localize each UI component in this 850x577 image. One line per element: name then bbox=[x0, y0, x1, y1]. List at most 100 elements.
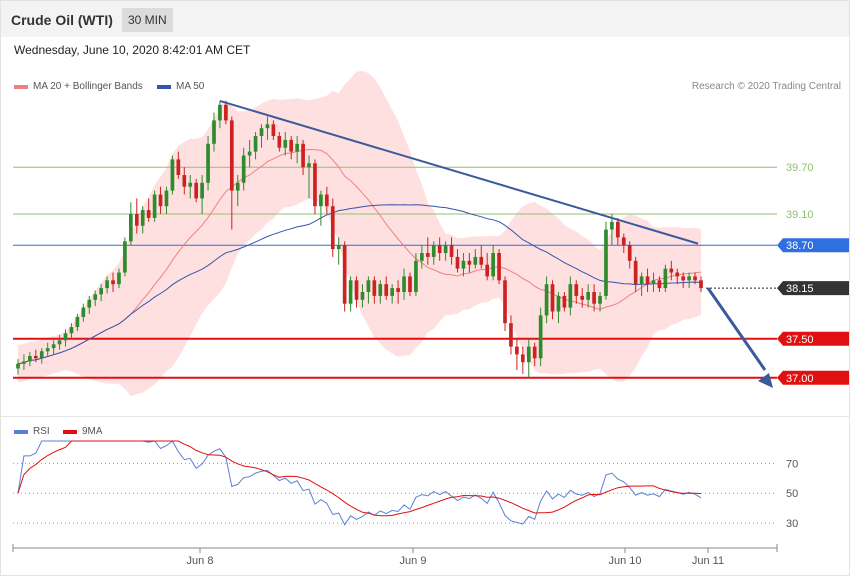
candle bbox=[645, 268, 650, 292]
candle bbox=[402, 268, 406, 300]
candle-body bbox=[592, 292, 596, 304]
candle-body bbox=[568, 284, 573, 308]
candle-body bbox=[425, 253, 430, 257]
rsi-swatch bbox=[14, 429, 28, 434]
candle-body bbox=[330, 206, 335, 250]
candle bbox=[324, 186, 329, 214]
candle bbox=[562, 292, 567, 312]
candle-body bbox=[491, 253, 495, 277]
candle-body bbox=[16, 363, 20, 369]
candle-body bbox=[51, 344, 56, 349]
candle-body bbox=[146, 210, 151, 218]
candle bbox=[366, 276, 371, 304]
candle-body bbox=[360, 292, 365, 300]
timeframe-button[interactable]: 30 MIN bbox=[122, 8, 173, 32]
forecast-arrow-line bbox=[706, 287, 767, 371]
rsi-level-label: 30 bbox=[786, 518, 798, 530]
candle-body bbox=[556, 295, 561, 312]
candle-body bbox=[396, 288, 400, 292]
legend-9ma: 9MA bbox=[63, 426, 103, 437]
resistance-trendline bbox=[219, 99, 699, 245]
candle-body bbox=[105, 280, 109, 289]
candle-body bbox=[586, 292, 590, 300]
candle bbox=[200, 175, 204, 214]
candle bbox=[580, 288, 585, 308]
candle-body bbox=[681, 276, 686, 281]
candle bbox=[693, 272, 697, 285]
rsi-9ma-line bbox=[17, 440, 702, 517]
candle bbox=[39, 348, 44, 364]
ma20-label: MA 20 + Bollinger Bands bbox=[33, 81, 143, 92]
candle-body bbox=[22, 361, 26, 364]
rsi-line bbox=[17, 440, 702, 526]
candle-body bbox=[550, 284, 555, 312]
candle bbox=[336, 237, 341, 265]
candle-body bbox=[509, 323, 513, 347]
price-level-label: 39.70 bbox=[786, 162, 814, 174]
candle bbox=[170, 155, 175, 195]
x-tick-label: Jun 11 bbox=[692, 555, 724, 567]
candle bbox=[271, 120, 276, 140]
candle bbox=[657, 276, 662, 292]
candle bbox=[372, 276, 377, 304]
candle bbox=[176, 151, 181, 179]
candle-body bbox=[57, 340, 62, 345]
9ma-swatch bbox=[63, 429, 77, 434]
candle-body bbox=[633, 260, 638, 285]
candle-body bbox=[390, 288, 395, 296]
ma50-swatch bbox=[157, 84, 171, 89]
price-level-label: 38.70 bbox=[786, 240, 814, 252]
candle-body bbox=[63, 333, 68, 341]
candle bbox=[235, 175, 240, 207]
candle-body bbox=[224, 104, 228, 121]
candle-body bbox=[164, 190, 169, 207]
candle-body bbox=[461, 260, 466, 269]
candle bbox=[568, 276, 573, 316]
candle-body bbox=[657, 280, 662, 289]
candle bbox=[277, 132, 282, 152]
price-level-label: 37.50 bbox=[786, 334, 814, 346]
candle-body bbox=[170, 159, 175, 191]
candle bbox=[206, 136, 210, 191]
candle bbox=[182, 167, 187, 195]
candle bbox=[75, 313, 80, 331]
candle-body bbox=[283, 139, 288, 148]
candle bbox=[461, 253, 466, 277]
candle-body bbox=[532, 346, 537, 359]
candle bbox=[663, 264, 668, 292]
candle bbox=[224, 100, 228, 125]
candle-body bbox=[526, 346, 531, 363]
x-tick-label: Jun 10 bbox=[608, 555, 641, 567]
candle-body bbox=[277, 136, 282, 148]
candle-body bbox=[621, 237, 626, 246]
candle-body bbox=[194, 182, 199, 199]
candle bbox=[105, 276, 109, 294]
candle-body bbox=[259, 128, 264, 136]
candle bbox=[129, 202, 133, 246]
candle-body bbox=[313, 163, 317, 207]
candle-body bbox=[580, 295, 585, 300]
candle bbox=[22, 354, 26, 370]
candle bbox=[586, 284, 590, 308]
candle bbox=[140, 206, 145, 234]
candle-body bbox=[497, 253, 501, 281]
candle-body bbox=[182, 175, 187, 187]
candle bbox=[111, 272, 115, 292]
candle bbox=[633, 256, 638, 292]
candle-body bbox=[348, 280, 353, 304]
candle-body bbox=[129, 214, 133, 242]
candle bbox=[307, 155, 311, 199]
price-level-label: 37.00 bbox=[786, 373, 814, 385]
credit: Research © 2020 Trading Central bbox=[691, 81, 841, 92]
candle bbox=[33, 349, 38, 363]
candle bbox=[431, 241, 436, 265]
candle bbox=[592, 284, 596, 312]
bollinger-band bbox=[18, 70, 701, 397]
candle bbox=[443, 241, 448, 261]
candle bbox=[455, 249, 460, 273]
candle-body bbox=[616, 221, 620, 238]
candle-body bbox=[544, 284, 549, 316]
candle bbox=[28, 352, 32, 367]
candle-body bbox=[574, 284, 579, 296]
candle-body bbox=[235, 182, 240, 191]
